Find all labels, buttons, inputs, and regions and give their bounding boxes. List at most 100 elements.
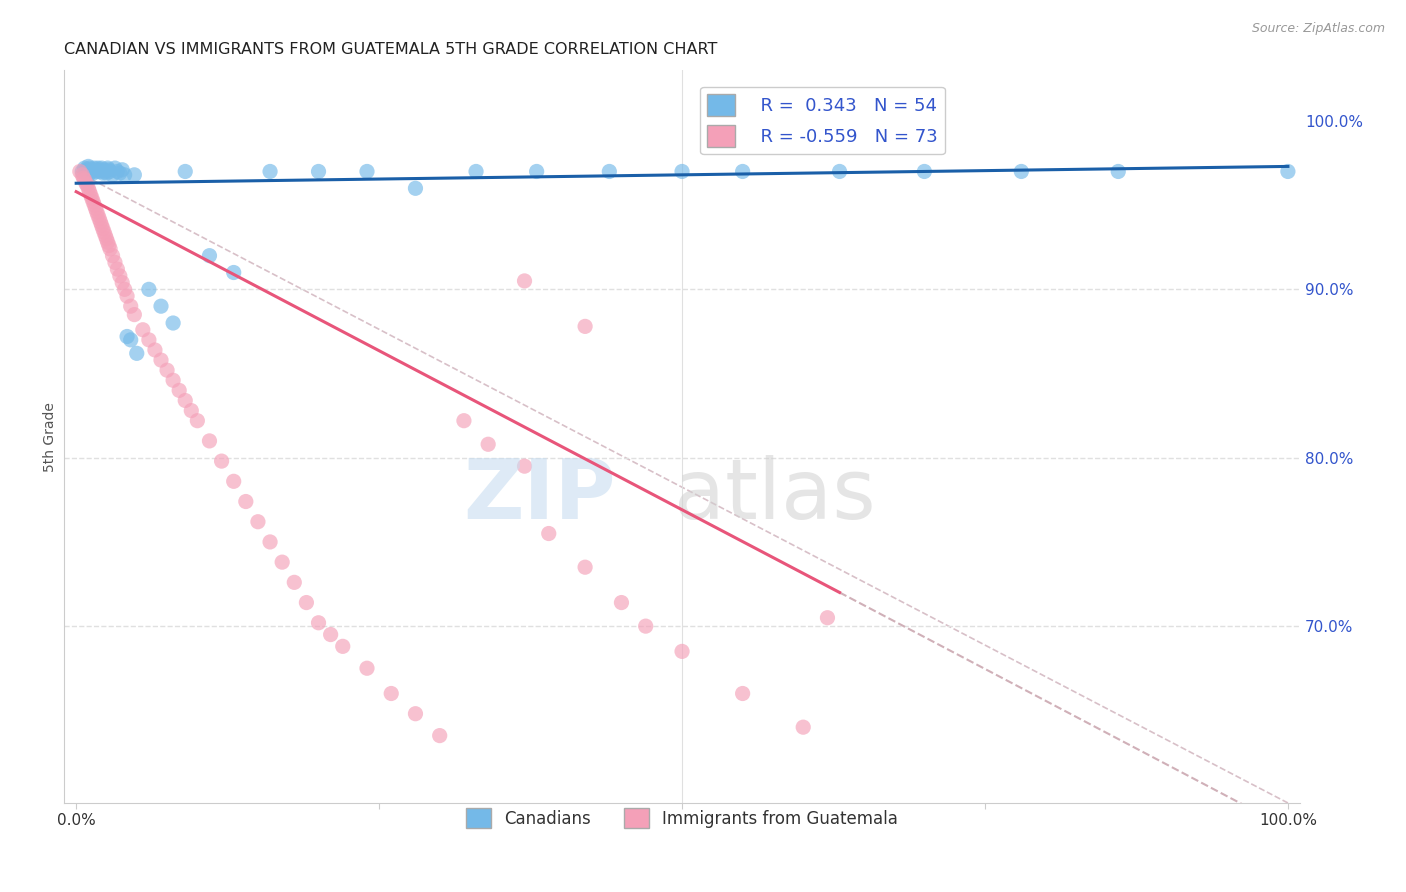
Point [526, 164, 548, 178]
Point [77, 160, 100, 174]
Point [76, 166, 98, 180]
Point [83, 198, 105, 212]
Point [610, 596, 633, 610]
Point [70, 168, 93, 182]
Point [80, 191, 103, 205]
Point [162, 373, 184, 387]
Point [356, 661, 378, 675]
Point [912, 164, 935, 178]
Point [101, 249, 124, 263]
Point [125, 346, 148, 360]
Point [96, 232, 118, 246]
Point [1010, 164, 1032, 178]
Point [80, 188, 103, 202]
Point [89, 215, 111, 229]
Text: atlas: atlas [673, 455, 876, 536]
Point [80, 162, 103, 177]
Point [91, 221, 114, 235]
Point [82, 166, 104, 180]
Point [235, 494, 257, 508]
Point [105, 164, 128, 178]
Point [143, 343, 166, 357]
Point [671, 164, 693, 178]
Point [671, 644, 693, 658]
Point [89, 211, 111, 226]
Point [120, 299, 142, 313]
Point [90, 161, 112, 175]
Point [69, 164, 91, 178]
Point [79, 161, 101, 175]
Point [111, 162, 134, 177]
Point [404, 181, 426, 195]
Point [86, 164, 108, 178]
Point [111, 276, 134, 290]
Point [75, 162, 97, 177]
Point [105, 262, 128, 277]
Point [404, 706, 426, 721]
Point [93, 225, 115, 239]
Text: ZIP: ZIP [464, 455, 616, 536]
Point [598, 164, 620, 178]
Point [150, 353, 173, 368]
Point [98, 164, 121, 178]
Point [150, 299, 173, 313]
Point [91, 166, 114, 180]
Point [453, 414, 475, 428]
Point [108, 166, 131, 180]
Point [174, 393, 197, 408]
Point [115, 329, 138, 343]
Point [574, 560, 596, 574]
Point [817, 611, 839, 625]
Text: Source: ZipAtlas.com: Source: ZipAtlas.com [1251, 22, 1385, 36]
Point [156, 363, 179, 377]
Point [198, 249, 221, 263]
Point [259, 164, 281, 178]
Point [477, 437, 499, 451]
Point [138, 282, 160, 296]
Point [90, 219, 112, 233]
Point [283, 575, 305, 590]
Point [138, 333, 160, 347]
Point [82, 194, 104, 209]
Point [792, 720, 814, 734]
Point [87, 161, 110, 175]
Point [211, 454, 233, 468]
Point [75, 176, 97, 190]
Point [77, 181, 100, 195]
Point [98, 242, 121, 256]
Point [1107, 164, 1129, 178]
Point [295, 596, 318, 610]
Point [104, 255, 127, 269]
Point [89, 164, 111, 178]
Point [93, 162, 115, 177]
Point [356, 164, 378, 178]
Point [828, 164, 851, 178]
Point [97, 161, 120, 175]
Point [132, 323, 155, 337]
Point [271, 555, 294, 569]
Point [162, 316, 184, 330]
Text: CANADIAN VS IMMIGRANTS FROM GUATEMALA 5TH GRADE CORRELATION CHART: CANADIAN VS IMMIGRANTS FROM GUATEMALA 5T… [65, 42, 717, 57]
Point [380, 686, 402, 700]
Point [72, 171, 94, 186]
Point [104, 161, 127, 175]
Point [73, 173, 96, 187]
Point [114, 282, 136, 296]
Point [174, 164, 197, 178]
Point [308, 615, 330, 630]
Point [94, 164, 117, 178]
Point [332, 640, 354, 654]
Point [198, 434, 221, 448]
Point [84, 162, 107, 177]
Point [574, 319, 596, 334]
Point [124, 168, 146, 182]
Point [246, 515, 269, 529]
Point [513, 459, 536, 474]
Point [84, 202, 107, 216]
Point [537, 526, 560, 541]
Point [83, 161, 105, 175]
Point [87, 208, 110, 222]
Y-axis label: 5th Grade: 5th Grade [44, 401, 58, 472]
Point [124, 308, 146, 322]
Point [73, 161, 96, 175]
